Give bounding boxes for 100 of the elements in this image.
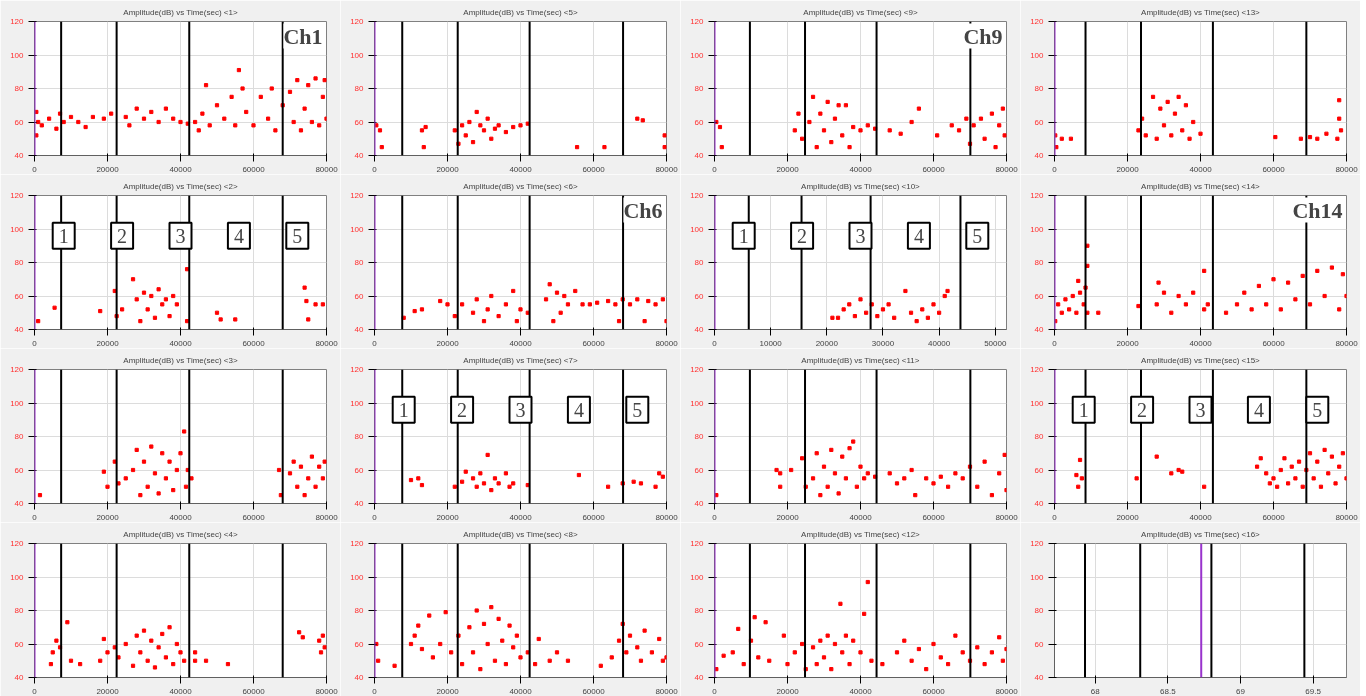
x-tick-label: 0 (1052, 164, 1058, 174)
x-tick-label: 0 (712, 338, 718, 348)
x-tick-label: 0 (1052, 512, 1058, 522)
x-tick-label: 20000 (815, 338, 839, 348)
annotation: 2 (457, 398, 468, 421)
y-tick-label: 120 (690, 365, 705, 374)
annotation: 3 (855, 224, 866, 247)
y-tick-label: 100 (1030, 398, 1045, 408)
y-tick-label: 80 (14, 606, 25, 615)
y-tick-label: 80 (1034, 432, 1045, 441)
y-tick-label: 100 (10, 572, 25, 582)
y-tick-label: 60 (694, 117, 705, 127)
x-tick-label: 80000 (995, 512, 1019, 522)
x-tick-label: 0 (372, 164, 378, 174)
x-tick-label: 80000 (315, 512, 339, 522)
y-tick-label: 120 (350, 539, 365, 548)
annotation: 4 (1253, 398, 1264, 421)
chart-title: Amplitude(dB) vs Time(sec) <9> (803, 7, 918, 17)
x-tick-label: 80000 (655, 338, 679, 348)
y-tick-label: 40 (1034, 151, 1045, 160)
x-tick-label: 40000 (169, 512, 193, 522)
chart-title: Amplitude(dB) vs Time(sec) <13> (1141, 7, 1261, 17)
y-tick-label: 60 (354, 117, 365, 127)
y-tick-label: 120 (10, 191, 25, 200)
y-tick-label: 80 (694, 432, 705, 441)
annotation: 1 (1078, 398, 1089, 421)
x-tick-label: 80000 (655, 686, 679, 696)
y-tick-label: 80 (1034, 258, 1045, 267)
y-tick-label: 120 (1030, 539, 1045, 548)
y-tick-label: 80 (14, 258, 25, 267)
x-tick-label: 20000 (436, 164, 460, 174)
x-tick-label: 20000 (96, 164, 120, 174)
x-tick-label: 80000 (995, 686, 1019, 696)
annotation: 1 (58, 224, 69, 247)
x-tick-label: 20000 (436, 338, 460, 348)
x-tick-label: 80000 (315, 338, 339, 348)
chart-title: Amplitude(dB) vs Time(sec) <15> (1141, 355, 1261, 365)
y-tick-label: 100 (10, 50, 25, 60)
x-tick-label: 20000 (1116, 338, 1140, 348)
x-tick-label: 0 (32, 338, 38, 348)
y-tick-label: 60 (1034, 639, 1045, 649)
y-tick-label: 40 (1034, 325, 1045, 334)
annotation: 5 (632, 398, 643, 421)
x-tick-label: 80000 (1335, 164, 1359, 174)
y-tick-label: 40 (14, 325, 25, 334)
y-tick-label: 60 (694, 465, 705, 475)
y-tick-label: 80 (354, 606, 365, 615)
chart-title: Amplitude(dB) vs Time(sec) <1> (123, 7, 238, 17)
x-tick-label: 68 (1090, 686, 1101, 696)
annotation: 5 (972, 224, 983, 247)
x-tick-label: 60000 (582, 338, 606, 348)
x-tick-label: 20000 (96, 686, 120, 696)
x-tick-label: 40000 (1189, 164, 1213, 174)
y-tick-label: 60 (354, 291, 365, 301)
annotation: 1 (738, 224, 749, 247)
x-tick-label: 0 (32, 164, 38, 174)
x-tick-label: 20000 (1116, 164, 1140, 174)
y-tick-label: 120 (350, 365, 365, 374)
x-tick-label: 0 (712, 686, 718, 696)
y-tick-label: 40 (1034, 499, 1045, 508)
y-tick-label: 60 (14, 639, 25, 649)
y-tick-label: 60 (1034, 291, 1045, 301)
y-tick-label: 120 (1030, 191, 1045, 200)
y-tick-label: 100 (1030, 224, 1045, 234)
x-tick-label: 20000 (436, 686, 460, 696)
x-tick-label: 0 (32, 686, 38, 696)
annotation: 2 (1137, 398, 1148, 421)
y-tick-label: 80 (354, 258, 365, 267)
x-tick-label: 60000 (922, 512, 946, 522)
x-tick-label: 80000 (655, 512, 679, 522)
x-tick-label: 40000 (1189, 512, 1213, 522)
annotation: 2 (797, 224, 808, 247)
y-tick-label: 120 (10, 17, 25, 26)
chart-title: Amplitude(dB) vs Time(sec) <14> (1141, 181, 1261, 191)
y-tick-label: 120 (10, 365, 25, 374)
annotation: 3 (175, 224, 186, 247)
annotation: 1 (398, 398, 409, 421)
x-tick-label: 40000 (509, 512, 533, 522)
y-tick-label: 80 (14, 84, 25, 93)
y-tick-label: 80 (14, 432, 25, 441)
x-tick-label: 20000 (776, 512, 800, 522)
y-tick-label: 100 (350, 224, 365, 234)
x-tick-label: 60000 (242, 512, 266, 522)
x-tick-label: 0 (712, 164, 718, 174)
x-tick-label: 80000 (315, 686, 339, 696)
annotation: Ch1 (283, 23, 323, 49)
y-tick-label: 120 (10, 539, 25, 548)
y-tick-label: 60 (14, 291, 25, 301)
x-tick-label: 40000 (849, 512, 873, 522)
x-tick-label: 69 (1236, 686, 1246, 696)
y-tick-label: 100 (1030, 50, 1045, 60)
x-tick-label: 40000 (927, 338, 951, 348)
x-tick-label: 20000 (1116, 512, 1140, 522)
x-tick-label: 80000 (655, 164, 679, 174)
y-tick-label: 100 (690, 572, 705, 582)
y-tick-label: 40 (354, 673, 365, 682)
y-tick-label: 40 (14, 151, 25, 160)
y-tick-label: 40 (694, 499, 705, 508)
x-tick-label: 60000 (242, 164, 266, 174)
y-tick-label: 100 (350, 50, 365, 60)
